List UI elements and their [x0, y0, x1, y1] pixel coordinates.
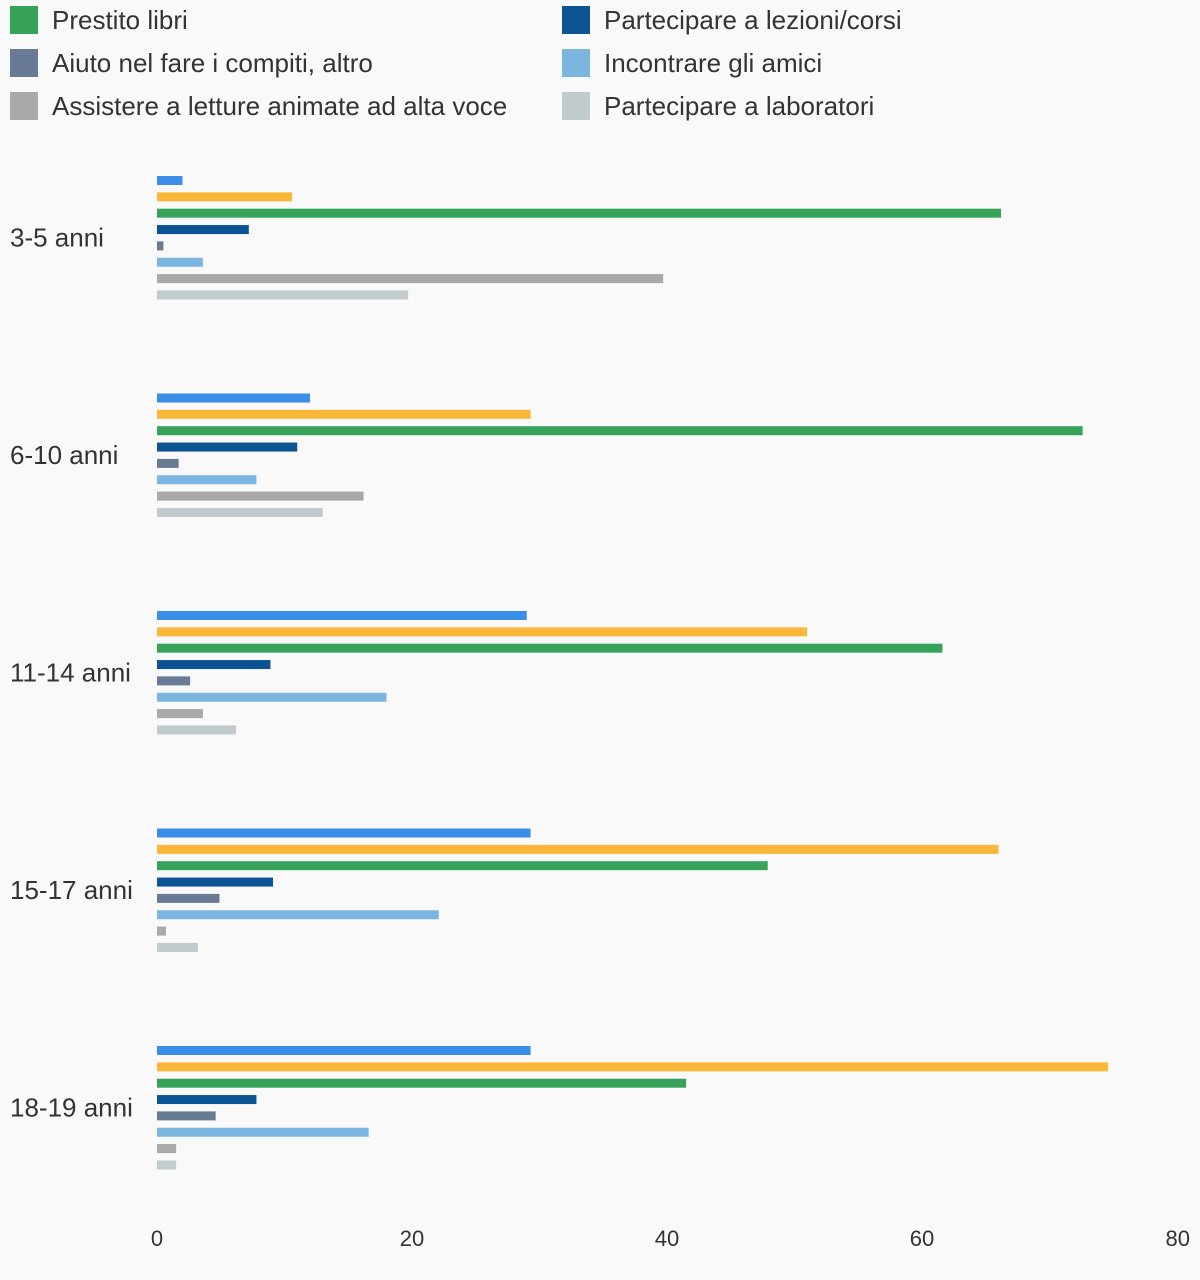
- legend-swatch: [562, 49, 590, 77]
- legend-swatch: [10, 92, 38, 120]
- bar-3-5-anni-series-3: [157, 208, 1002, 218]
- bar-18-19-anni-series-2: [157, 1062, 1109, 1072]
- bar-3-5-anni-series-4: [157, 225, 249, 235]
- legend: Prestito libri Partecipare a lezioni/cors…: [0, 0, 1200, 121]
- bar-3-5-anni-series-8: [157, 290, 409, 300]
- bar-18-19-anni-series-8: [157, 1160, 177, 1170]
- bar-11-14-anni-series-2: [157, 627, 808, 637]
- legend-swatch: [562, 6, 590, 34]
- x-tick-label: 40: [655, 1226, 679, 1251]
- bar-6-10-anni-series-1: [157, 393, 310, 403]
- bar-15-17-anni-series-5: [157, 893, 220, 903]
- legend-swatch: [10, 6, 38, 34]
- bar-3-5-anni-series-2: [157, 192, 293, 202]
- legend-label: Partecipare a laboratori: [604, 90, 875, 121]
- legend-item-incontrare-gli-amici: Incontrare gli amici: [562, 48, 822, 78]
- category-label: 15-17 anni: [10, 875, 133, 905]
- legend-item-assistere-a-letture-animate-ad-alta-voce: Assistere a letture animate ad alta voce: [10, 91, 507, 121]
- bar-6-10-anni-series-2: [157, 409, 531, 419]
- bar-3-5-anni-series-7: [157, 274, 664, 284]
- bar-15-17-anni-series-6: [157, 910, 439, 920]
- category-group-18-19-anni: 18-19 anni: [10, 1046, 1109, 1170]
- legend-label: Partecipare a lezioni/corsi: [604, 4, 902, 35]
- bar-15-17-anni-series-4: [157, 877, 274, 887]
- category-label: 11-14 anni: [10, 658, 131, 688]
- category-label: 3-5 anni: [10, 223, 104, 253]
- bar-15-17-anni-series-1: [157, 828, 531, 838]
- legend-label: Assistere a letture animate ad alta voce: [52, 90, 508, 121]
- category-group-11-14-anni: 11-14 anni: [10, 611, 943, 735]
- bar-3-5-anni-series-6: [157, 257, 203, 267]
- legend-swatch: [10, 49, 38, 77]
- bar-18-19-anni-series-3: [157, 1078, 687, 1088]
- bar-6-10-anni-series-5: [157, 458, 179, 468]
- legend-label: Incontrare gli amici: [604, 47, 823, 78]
- bar-18-19-anni-series-1: [157, 1046, 531, 1055]
- category-group-3-5-anni: 3-5 anni: [10, 176, 1002, 300]
- category-label: 18-19 anni: [10, 1093, 133, 1123]
- bar-18-19-anni-series-4: [157, 1095, 257, 1105]
- bar-11-14-anni-series-7: [157, 709, 203, 719]
- x-tick-label: 20: [400, 1226, 424, 1251]
- bar-11-14-anni-series-8: [157, 725, 237, 735]
- legend-swatch: [562, 92, 590, 120]
- category-group-15-17-anni: 15-17 anni: [10, 828, 999, 952]
- bar-6-10-anni-series-3: [157, 426, 1083, 436]
- legend-item-partecipare-a-laboratori: Partecipare a laboratori: [562, 91, 874, 121]
- bar-15-17-anni-series-3: [157, 861, 768, 871]
- bar-15-17-anni-series-2: [157, 844, 999, 854]
- legend-label: Prestito libri: [52, 4, 188, 35]
- legend-label: Aiuto nel fare i compiti, altro: [52, 47, 373, 78]
- x-tick-label: 80: [1166, 1226, 1190, 1251]
- bar-6-10-anni-series-8: [157, 507, 323, 517]
- category-group-6-10-anni: 6-10 anni: [10, 393, 1083, 517]
- bar-15-17-anni-series-8: [157, 942, 198, 952]
- category-label: 6-10 anni: [10, 440, 118, 470]
- bar-11-14-anni-series-1: [157, 611, 527, 620]
- legend-item-partecipare-a-lezioni-corsi: Partecipare a lezioni/corsi: [562, 5, 902, 35]
- bar-3-5-anni-series-5: [157, 241, 164, 251]
- legend-item-prestito-libri: Prestito libri: [10, 5, 188, 35]
- bar-15-17-anni-series-7: [157, 926, 166, 936]
- bar-3-5-anni-series-1: [157, 176, 183, 185]
- bar-11-14-anni-series-5: [157, 676, 191, 686]
- bar-6-10-anni-series-6: [157, 475, 257, 485]
- bar-11-14-anni-series-6: [157, 692, 387, 702]
- bar-6-10-anni-series-7: [157, 491, 364, 501]
- legend-item-aiuto-nel-fare-i-compiti-altro: Aiuto nel fare i compiti, altro: [10, 48, 373, 78]
- bar-18-19-anni-series-5: [157, 1111, 216, 1121]
- x-tick-label: 60: [910, 1226, 934, 1251]
- bar-6-10-anni-series-4: [157, 442, 298, 452]
- x-tick-label: 0: [151, 1226, 163, 1251]
- bar-11-14-anni-series-4: [157, 660, 271, 670]
- bar-18-19-anni-series-6: [157, 1127, 369, 1137]
- bar-18-19-anni-series-7: [157, 1144, 177, 1154]
- bar-11-14-anni-series-3: [157, 643, 943, 653]
